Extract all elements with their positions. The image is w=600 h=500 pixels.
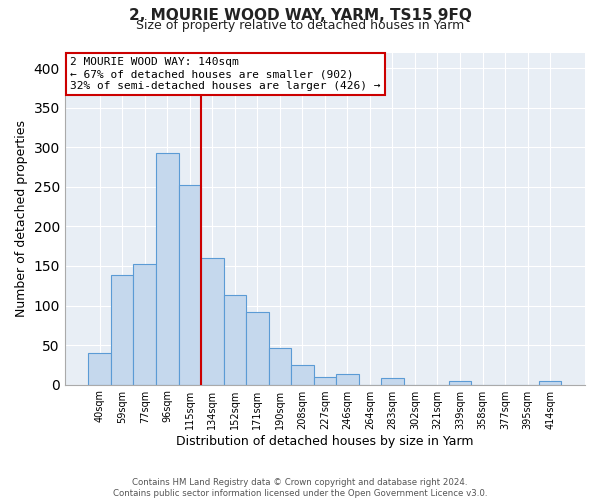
Bar (88, 353, 111, 384)
Bar (381, 378, 404, 384)
Bar (111, 274, 133, 384)
Bar (539, 382, 562, 384)
Bar (449, 380, 471, 384)
Bar (246, 312, 269, 384)
X-axis label: Distribution of detached houses by size in Yarm: Distribution of detached houses by size … (176, 434, 473, 448)
Bar (201, 258, 224, 384)
Bar (179, 186, 201, 384)
Bar (269, 348, 291, 385)
Bar (224, 295, 246, 384)
Y-axis label: Number of detached properties: Number of detached properties (15, 120, 28, 317)
Bar (291, 365, 314, 384)
Bar (336, 374, 359, 384)
Text: 2, MOURIE WOOD WAY, YARM, TS15 9FQ: 2, MOURIE WOOD WAY, YARM, TS15 9FQ (128, 8, 472, 22)
Text: Contains HM Land Registry data © Crown copyright and database right 2024.
Contai: Contains HM Land Registry data © Crown c… (113, 478, 487, 498)
Text: 2 MOURIE WOOD WAY: 140sqm
← 67% of detached houses are smaller (902)
32% of semi: 2 MOURIE WOOD WAY: 140sqm ← 67% of detac… (70, 58, 380, 90)
Bar (156, 153, 179, 384)
Bar (133, 264, 156, 384)
Bar (314, 376, 336, 384)
Text: Size of property relative to detached houses in Yarm: Size of property relative to detached ho… (136, 18, 464, 32)
